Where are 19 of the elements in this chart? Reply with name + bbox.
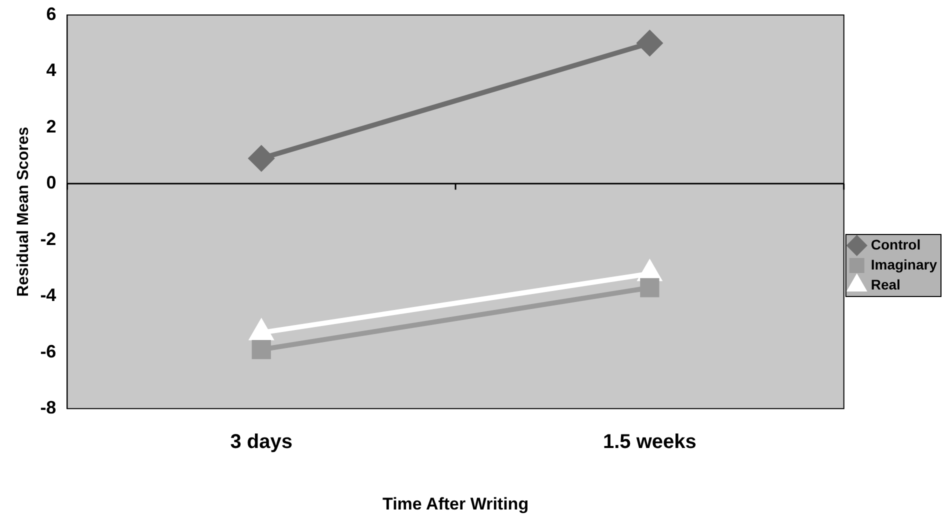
y-tick-label: 6 (46, 4, 56, 24)
x-axis-title: Time After Writing (382, 494, 529, 514)
point (248, 146, 274, 171)
point (640, 278, 660, 298)
y-tick-label: 0 (46, 172, 56, 193)
y-tick-label: 4 (46, 60, 56, 80)
y-tick-label: -6 (40, 341, 56, 362)
y-tick-label: -8 (40, 398, 56, 418)
y-tick-label: -4 (40, 285, 56, 306)
x-tick-label: 1.5 weeks (602, 431, 696, 454)
point (252, 340, 271, 360)
legend-label: Control (870, 236, 921, 252)
point (637, 30, 662, 56)
y-tick-label: -2 (40, 228, 56, 249)
x-tick-label: 3 days (230, 431, 292, 454)
y-axis-title: Residual Mean Scores (15, 126, 32, 297)
legend-label: Imaginary (870, 256, 938, 272)
y-tick-label: 2 (46, 116, 56, 136)
legend-label: Real (870, 276, 900, 292)
